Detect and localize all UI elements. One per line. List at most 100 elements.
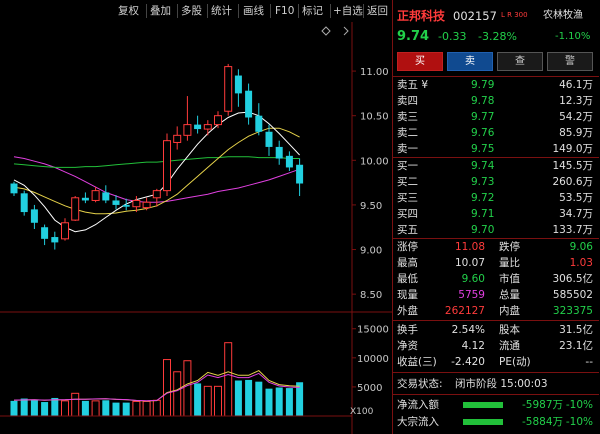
volume-bar	[203, 385, 212, 417]
alert-button[interactable]: 警	[547, 52, 593, 71]
candle-body	[224, 66, 233, 112]
ask-label: 卖五 ¥	[397, 79, 429, 91]
toolbar-divider	[298, 4, 299, 18]
bid-price: 9.72	[471, 192, 495, 204]
net-inflow-row[interactable]: 净流入额 -5987万 -10%	[393, 397, 599, 413]
bid-label: 买一	[397, 160, 418, 172]
inner-volume-value: 323375	[552, 305, 593, 317]
volume-bar	[275, 387, 283, 416]
divider	[393, 320, 599, 321]
volume-ma-line-2	[13, 372, 300, 402]
bid-row-5[interactable]: 买五 9.70 133.7万	[393, 222, 599, 238]
add-watchlist-button[interactable]: +自选	[333, 5, 363, 17]
chart-grid	[0, 22, 392, 434]
mark-button[interactable]: 标记	[302, 5, 323, 17]
block-inflow-row[interactable]: 大宗流入 -5884万 -10%	[393, 414, 599, 430]
volume-bar	[71, 392, 80, 417]
bid-row-4[interactable]: 买四 9.71 34.7万	[393, 206, 599, 222]
bid-row-3[interactable]: 买三 9.72 53.5万	[393, 190, 599, 206]
candle-body	[91, 190, 100, 201]
low-row: 最低 9.60 市值 306.5亿	[393, 271, 599, 287]
price-change-pct: -3.28%	[478, 30, 517, 43]
stock-tags: L R 300	[501, 11, 528, 19]
volume-bar	[51, 397, 59, 416]
quote-label: 内盘	[499, 305, 520, 317]
ask-label: 卖三	[397, 111, 418, 123]
divider	[393, 394, 599, 395]
earnings-row: 收益(三) -2.420 PE(动) --	[393, 354, 599, 370]
volume-bar	[234, 380, 242, 416]
ask-row-2[interactable]: 卖二 9.76 85.9万	[393, 125, 599, 141]
bid-label: 买三	[397, 192, 418, 204]
bid-row-1[interactable]: 买一 9.74 145.5万	[393, 158, 599, 174]
pe-value: --	[585, 356, 593, 368]
multi-stock-button[interactable]: 多股	[181, 5, 202, 17]
ask-price: 9.77	[471, 111, 495, 123]
price-tick-label: 8.50	[360, 290, 382, 301]
volume-bar	[102, 400, 110, 416]
current-volume-value: 5759	[458, 289, 485, 301]
volume-bar	[61, 400, 69, 417]
limit-row: 涨停 11.08 跌停 9.06	[393, 239, 599, 255]
chart-toolbar: 复权 叠加 多股 统计 画线 F10 标记 +自选 返回	[0, 0, 392, 22]
turnover-value: 2.54%	[451, 324, 485, 336]
quote-panel: 正邦科技 002157 L R 300 农林牧渔 9.74 -0.33 -3.2…	[392, 0, 600, 434]
buy-button[interactable]: 买	[397, 52, 443, 71]
restore-rights-button[interactable]: 复权	[118, 5, 139, 17]
toolbar-divider	[238, 4, 239, 18]
bid-price: 9.71	[471, 208, 495, 220]
price-tick-label: 11.00	[360, 67, 389, 78]
trade-status-value: 闭市阶段 15:00:03	[455, 378, 548, 390]
volume-bar	[183, 360, 192, 417]
statistics-button[interactable]: 统计	[211, 5, 232, 17]
ask-row-5[interactable]: 卖五 ¥ 9.79 46.1万	[393, 77, 599, 93]
candle-body	[20, 193, 28, 213]
overlay-button[interactable]: 叠加	[150, 5, 171, 17]
volume-bar	[214, 385, 222, 417]
back-button[interactable]: 返回	[367, 5, 388, 17]
price-tick-label: 10.00	[360, 156, 389, 167]
chevron-right-icon	[343, 26, 349, 36]
draw-line-button[interactable]: 画线	[243, 5, 264, 17]
sell-button[interactable]: 卖	[447, 52, 493, 71]
ask-row-4[interactable]: 卖四 9.78 12.3万	[393, 93, 599, 109]
query-button[interactable]: 查	[497, 52, 543, 71]
divider	[393, 76, 599, 77]
quote-label: 涨停	[397, 241, 418, 253]
turnover-row: 换手 2.54% 股本 31.5亿	[393, 322, 599, 338]
flow-pct: -10%	[565, 416, 593, 428]
flow-amount: -5884万	[521, 416, 563, 428]
quote-label: 量比	[499, 257, 520, 269]
ask-row-1[interactable]: 卖一 9.75 149.0万	[393, 141, 599, 157]
volume-ma-line	[13, 370, 300, 402]
stat-label: PE(动)	[499, 356, 531, 368]
volume-bar	[91, 400, 100, 417]
flow-label: 净流入额	[397, 399, 439, 411]
ask-volume: 149.0万	[552, 143, 593, 155]
ask-label: 卖四	[397, 95, 418, 107]
kline-chart[interactable]: 11.00 10.50 10.00 9.50 9.00 8.50 15000 10000 50…	[0, 22, 392, 434]
candle-body	[61, 222, 69, 240]
f10-button[interactable]: F10	[275, 5, 295, 17]
ma20-line	[13, 156, 300, 168]
divider	[393, 238, 599, 239]
sector-name[interactable]: 农林牧渔	[543, 10, 583, 21]
high-value: 10.07	[454, 257, 485, 269]
candle-body	[255, 115, 263, 132]
stat-label: 净资	[397, 340, 418, 352]
volume-unit-label: X100	[350, 407, 374, 417]
ask-price: 9.78	[471, 95, 495, 107]
bid-row-2[interactable]: 买二 9.73 260.6万	[393, 174, 599, 190]
volume-bar	[285, 388, 293, 416]
candle-body	[112, 200, 120, 205]
ask-volume: 46.1万	[559, 79, 593, 91]
bid-price: 9.70	[471, 224, 495, 236]
outer-volume-value: 262127	[444, 305, 485, 317]
stat-label: 换手	[397, 324, 418, 336]
volume-bar	[296, 382, 304, 416]
volume-bar	[30, 400, 38, 416]
bid-volume: 133.7万	[552, 224, 593, 236]
quote-label: 外盘	[397, 305, 418, 317]
ask-row-3[interactable]: 卖三 9.77 54.2万	[393, 109, 599, 125]
ask-price: 9.79	[471, 79, 495, 91]
